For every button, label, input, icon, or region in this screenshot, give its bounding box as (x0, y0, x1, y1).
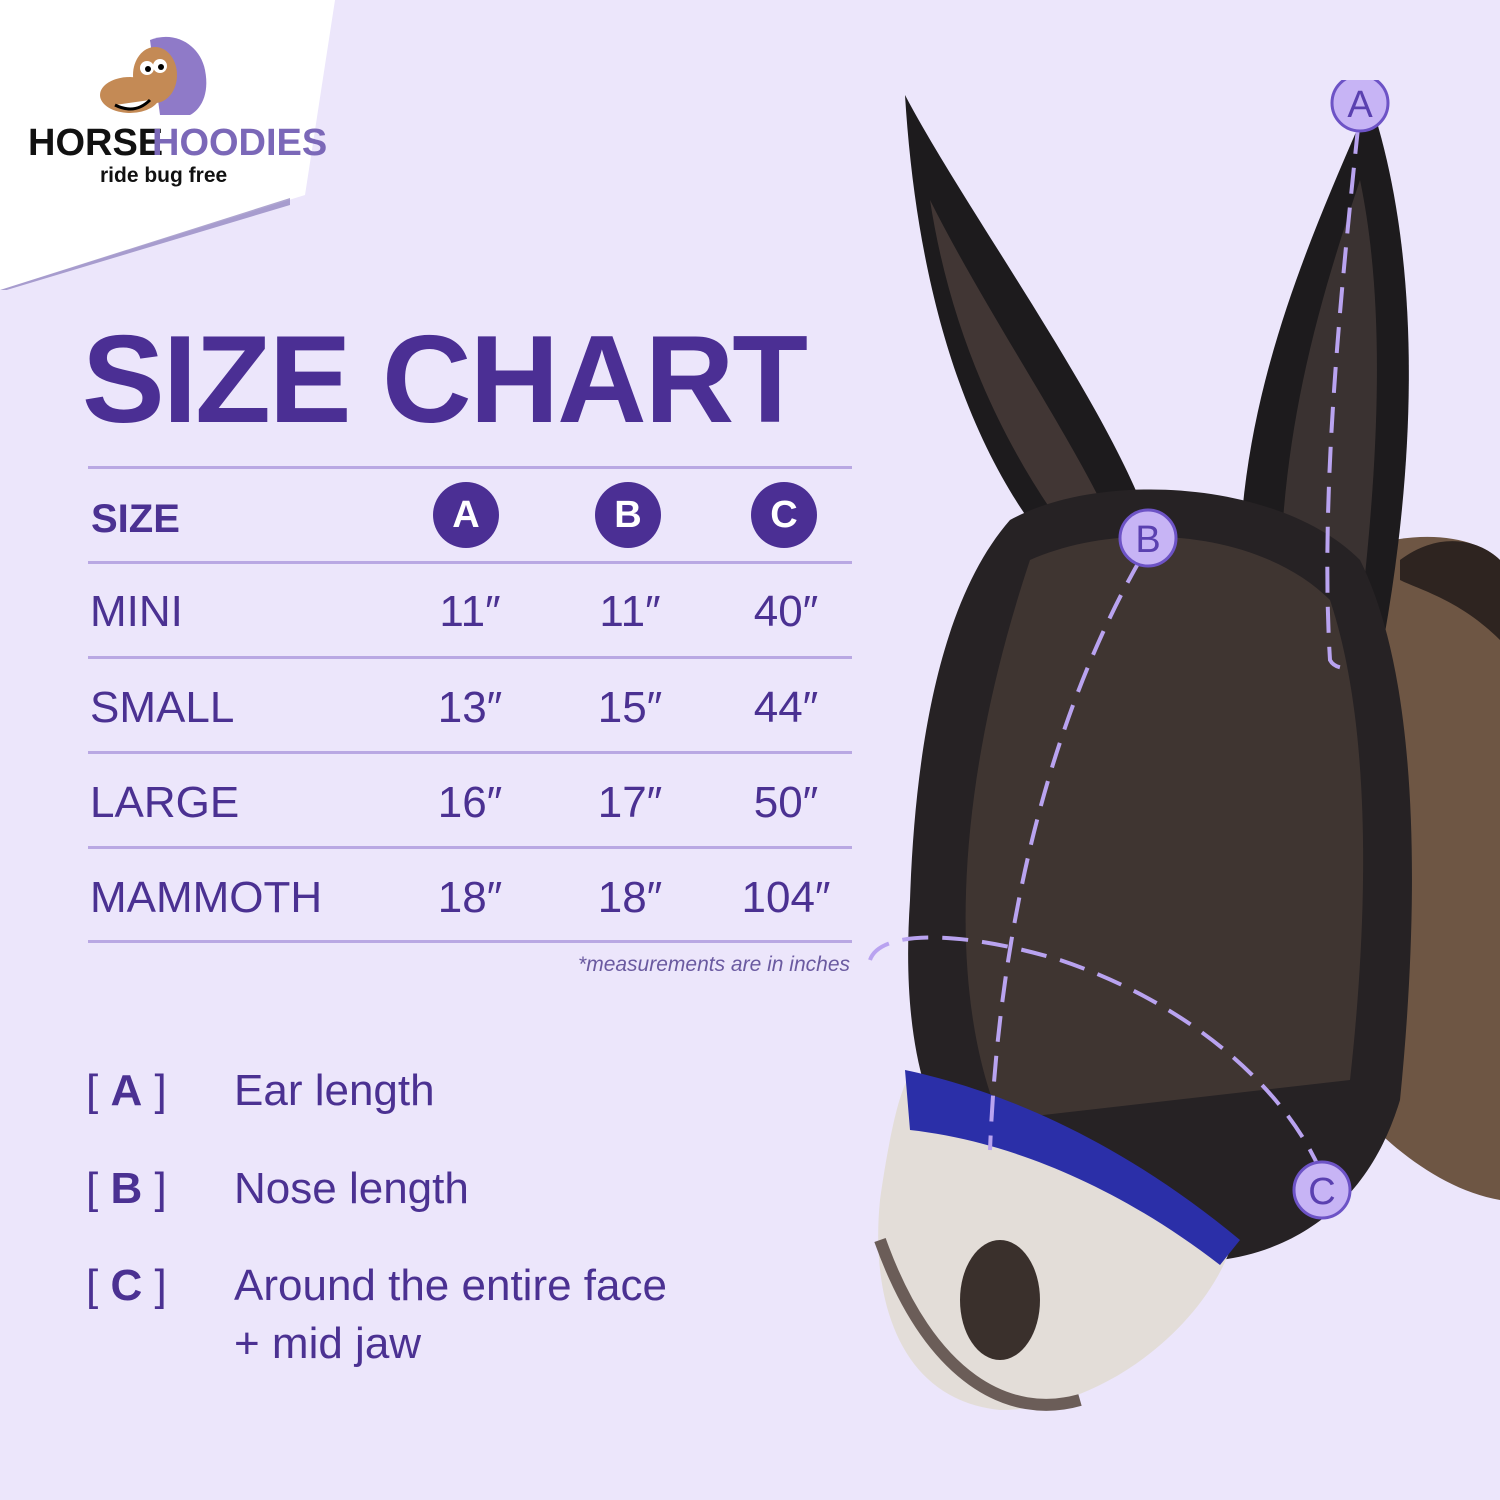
value-a: 18″ (437, 873, 503, 922)
value-a: 11″ (439, 587, 501, 636)
header-badge-a: A (433, 482, 499, 548)
logo-tagline: ride bug free (100, 164, 227, 187)
size-label: MAMMOTH (90, 873, 323, 922)
divider (88, 846, 852, 849)
bracket: [ (86, 1261, 99, 1310)
key: B (110, 1164, 143, 1213)
header-badge-b: B (595, 482, 661, 548)
size-label: SMALL (90, 683, 235, 732)
measure-line-a (1325, 127, 1360, 671)
horse-mascot-logo (100, 36, 207, 115)
legend-key-c: [ C ] (86, 1257, 167, 1315)
value-b: 11″ (599, 587, 661, 636)
value-b: 15″ (597, 683, 663, 732)
value-a: 16″ (437, 778, 503, 827)
bracket: [ (86, 1164, 99, 1213)
bracket: [ (86, 1066, 99, 1115)
legend-text-b: Nose length (234, 1164, 469, 1213)
marker-c: C (1292, 1160, 1352, 1220)
value-c: 44″ (753, 683, 819, 732)
logo-panel: HORSE HOODIES ride bug free (0, 0, 335, 290)
page-title: SIZE CHART (82, 311, 808, 449)
bracket: ] (154, 1066, 167, 1115)
key: A (110, 1066, 143, 1115)
legend-text-c: Around the entire face (234, 1261, 667, 1310)
divider (88, 656, 852, 659)
divider (88, 466, 852, 469)
marker-a: A (1330, 80, 1390, 133)
legend-text-c-line2: + mid jaw (234, 1319, 422, 1368)
legend-key-a: [ A ] (86, 1062, 167, 1120)
logo-text-horse: HORSE (28, 122, 163, 164)
header-size: SIZE (91, 497, 180, 541)
bracket: ] (154, 1261, 167, 1310)
donkey-fly-mask-photo: A B C (868, 80, 1500, 1411)
bracket: ] (154, 1164, 167, 1213)
value-c: 40″ (753, 587, 819, 636)
svg-text:C: C (1308, 1171, 1335, 1213)
size-label: LARGE (90, 778, 240, 827)
divider (88, 751, 852, 754)
divider (88, 940, 852, 943)
legend-text-a: Ear length (234, 1066, 435, 1115)
marker-b: B (1118, 508, 1178, 568)
legend-key-b: [ B ] (86, 1160, 167, 1218)
size-label: MINI (90, 587, 183, 636)
logo-text-hoodies: HOODIES (152, 122, 327, 164)
value-b: 17″ (597, 778, 663, 827)
measurement-note: *measurements are in inches (578, 953, 850, 976)
divider (88, 561, 852, 564)
key: C (110, 1261, 143, 1310)
svg-text:B: B (1135, 519, 1160, 561)
value-a: 13″ (437, 683, 503, 732)
value-c: 104″ (741, 873, 831, 922)
header-badge-c: C (751, 482, 817, 548)
value-c: 50″ (753, 778, 819, 827)
measure-line-c (868, 935, 1322, 1171)
value-b: 18″ (597, 873, 663, 922)
svg-text:A: A (1347, 84, 1373, 126)
